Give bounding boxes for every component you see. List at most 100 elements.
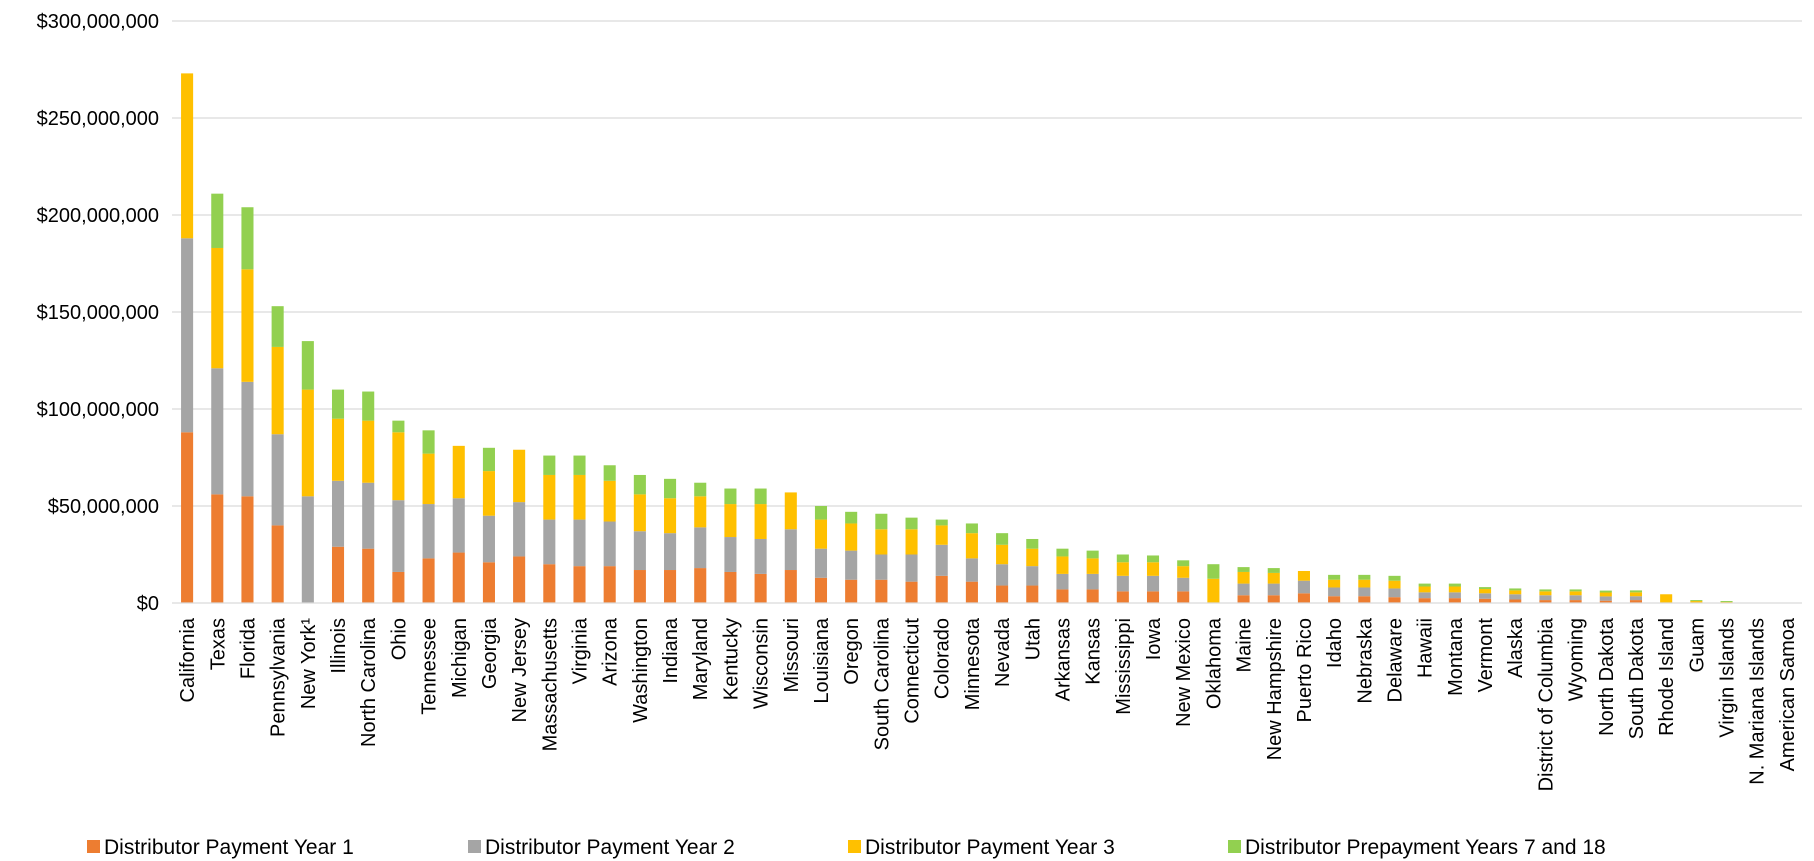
bar-segment-iowa-series-1 — [1147, 591, 1159, 603]
legend: Distributor Payment Year 1 Distributor Pa… — [87, 836, 1606, 859]
bar-stack-pennsylvania — [272, 306, 284, 603]
bar-segment-washington-series-3 — [634, 494, 646, 531]
bar-segment-michigan-series-3 — [453, 446, 465, 498]
legend-item-1: Distributor Payment Year 1 — [87, 836, 354, 859]
x-tick-label-new-hampshire: New Hampshire — [1264, 618, 1286, 760]
bar-segment-maine-series-3 — [1238, 572, 1250, 584]
bar-segment-new-hampshire-series-4 — [1268, 568, 1280, 573]
bar-segment-pennsylvania-series-3 — [272, 347, 284, 434]
bar-segment-maine-series-2 — [1238, 584, 1250, 596]
bar-segment-georgia-series-4 — [483, 448, 495, 471]
bar-segment-minnesota-series-1 — [966, 582, 978, 603]
grid-lines — [172, 21, 1802, 506]
x-tick-label-idaho: Idaho — [1324, 618, 1346, 668]
bar-segment-arkansas-series-3 — [1056, 556, 1068, 573]
bar-stack-arizona — [604, 465, 616, 603]
bar-segment-nebraska-series-4 — [1358, 575, 1370, 580]
x-tick-label-connecticut: Connecticut — [902, 618, 924, 724]
bar-stack-connecticut — [906, 518, 918, 603]
bar-segment-mississippi-series-3 — [1117, 562, 1129, 576]
bar-segment-kentucky-series-2 — [724, 537, 736, 572]
bar-segment-virginia-series-4 — [573, 456, 585, 475]
x-tick-label-kansas: Kansas — [1083, 618, 1105, 685]
bar-stack-delaware — [1388, 576, 1400, 603]
bar-segment-new-jersey-series-2 — [513, 502, 525, 556]
bar-segment-new-mexico-series-4 — [1177, 560, 1189, 566]
bar-segment-arizona-series-3 — [604, 481, 616, 522]
bar-stack-tennessee — [423, 430, 435, 603]
bar-stack-mississippi — [1117, 555, 1129, 604]
bar-segment-kansas-series-4 — [1087, 551, 1099, 559]
bar-segment-minnesota-series-3 — [966, 533, 978, 558]
bar-segment-new-mexico-series-2 — [1177, 578, 1189, 592]
x-tick-label-virginia: Virginia — [570, 617, 592, 684]
bar-segment-mississippi-series-4 — [1117, 555, 1129, 563]
legend-swatch — [87, 840, 100, 853]
bar-segment-tennessee-series-3 — [423, 454, 435, 504]
x-tick-label-wyoming: Wyoming — [1566, 618, 1588, 701]
x-tick-label-iowa: Iowa — [1143, 617, 1165, 660]
x-tick-label-rhode-island: Rhode Island — [1656, 618, 1678, 736]
bar-segment-kentucky-series-1 — [724, 572, 736, 603]
bar-segment-south-carolina-series-2 — [875, 555, 887, 580]
x-tick-label-alaska: Alaska — [1505, 617, 1527, 678]
bar-segment-idaho-series-1 — [1328, 596, 1340, 603]
x-tick-label-illinois: Illinois — [328, 618, 350, 674]
bar-segment-utah-series-4 — [1026, 539, 1038, 549]
bar-segment-illinois-series-1 — [332, 547, 344, 603]
bar-stack-kentucky — [724, 489, 736, 603]
bar-stack-vermont — [1479, 587, 1491, 603]
x-tick-label-new-york: New York¹ — [298, 618, 320, 709]
bar-segment-california-series-2 — [181, 238, 193, 432]
x-tick-label-n-mariana-islands: N. Mariana Islands — [1747, 618, 1769, 785]
bar-segment-michigan-series-1 — [453, 553, 465, 603]
bar-stack-washington — [634, 475, 646, 603]
x-tick-label-nevada: Nevada — [992, 617, 1014, 687]
bar-segment-ohio-series-1 — [392, 572, 404, 603]
bar-segment-montana-series-2 — [1449, 592, 1461, 598]
bar-stack-missouri — [785, 492, 797, 603]
bar-segment-connecticut-series-4 — [906, 518, 918, 530]
x-tick-label-south-carolina: South Carolina — [871, 617, 893, 750]
bar-stack-new-jersey — [513, 450, 525, 603]
bar-segment-new-jersey-series-3 — [513, 450, 525, 502]
bar-segment-pennsylvania-series-4 — [272, 306, 284, 347]
bar-segment-maine-series-4 — [1238, 567, 1250, 572]
bar-segment-virginia-series-2 — [573, 520, 585, 567]
bar-stack-idaho — [1328, 575, 1340, 603]
x-tick-label-michigan: Michigan — [449, 618, 471, 698]
bar-segment-ohio-series-2 — [392, 500, 404, 572]
x-tick-label-new-mexico: New Mexico — [1173, 618, 1195, 727]
bar-segment-delaware-series-3 — [1388, 581, 1400, 589]
bar-segment-new-hampshire-series-3 — [1268, 573, 1280, 584]
bar-segment-arkansas-series-2 — [1056, 574, 1068, 590]
bar-segment-colorado-series-1 — [936, 576, 948, 603]
bar-segment-oregon-series-3 — [845, 523, 857, 550]
x-tick-label-montana: Montana — [1445, 617, 1467, 696]
bar-segment-utah-series-3 — [1026, 549, 1038, 566]
x-tick-label-california: California — [177, 617, 199, 702]
bar-segment-wyoming-series-4 — [1570, 589, 1582, 591]
bar-stack-louisiana — [815, 506, 827, 603]
bar-segment-maryland-series-1 — [694, 568, 706, 603]
legend-swatch — [468, 840, 481, 853]
bar-segment-arizona-series-2 — [604, 522, 616, 567]
bar-segment-district-of-columbia-series-3 — [1539, 591, 1551, 595]
bar-segment-wisconsin-series-4 — [755, 489, 767, 505]
bar-segment-virginia-series-3 — [573, 475, 585, 520]
bar-segment-montana-series-4 — [1449, 584, 1461, 587]
x-tick-label-louisiana: Louisiana — [811, 617, 833, 704]
legend-label: Distributor Payment Year 1 — [104, 836, 354, 859]
bar-segment-connecticut-series-3 — [906, 529, 918, 554]
bar-segment-indiana-series-2 — [664, 533, 676, 570]
bar-stack-massachusetts — [543, 456, 555, 603]
bar-segment-ohio-series-3 — [392, 432, 404, 500]
bar-segment-hawaii-series-3 — [1419, 587, 1431, 593]
bar-segment-alaska-series-2 — [1509, 594, 1521, 599]
bar-segment-nevada-series-3 — [996, 545, 1008, 564]
bar-segment-north-carolina-series-3 — [362, 421, 374, 483]
bar-stack-north-dakota — [1600, 591, 1612, 603]
bar-stack-new-mexico — [1177, 560, 1189, 603]
y-tick-label: $200,000,000 — [37, 205, 159, 227]
bar-segment-idaho-series-4 — [1328, 575, 1340, 580]
